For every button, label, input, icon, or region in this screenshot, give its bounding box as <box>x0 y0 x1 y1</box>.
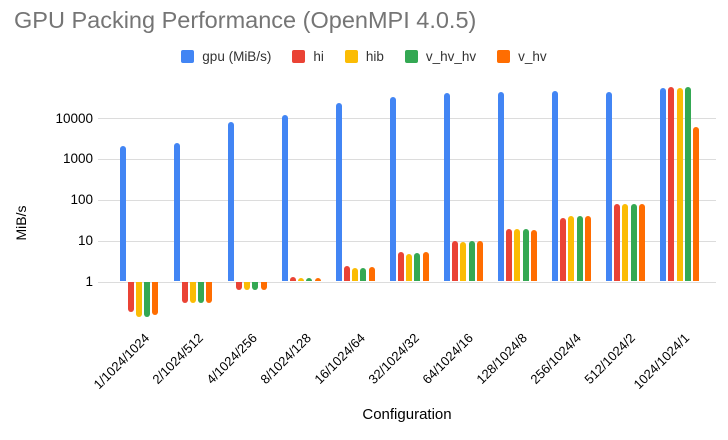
bar-v-hv-hv <box>468 240 475 282</box>
bar-v-hv-hv <box>630 204 637 282</box>
bar-hi <box>452 240 459 282</box>
y-tick-label: 10 <box>77 233 93 249</box>
bar-gpu-mib-s <box>443 93 450 282</box>
bar-hi <box>181 282 188 303</box>
legend-item: v_hv_hv <box>404 48 477 64</box>
bar-gpu-mib-s <box>389 97 396 282</box>
bar-v-hv-hv <box>414 252 421 282</box>
bar-v-hv <box>692 126 699 282</box>
legend-label: hi <box>313 48 324 64</box>
bar-hi <box>127 282 134 313</box>
bar-hi <box>668 87 675 282</box>
legend-swatch-icon <box>404 49 418 63</box>
bar-hib <box>352 267 359 282</box>
bar-v-hv <box>476 240 483 282</box>
bar-hib <box>676 87 683 282</box>
x-tick-label: 256/1024/4 <box>527 330 585 387</box>
bar-gpu-mib-s <box>227 121 234 282</box>
y-tick-label: 1000 <box>62 151 93 167</box>
x-tick-label: 8/1024/128 <box>257 330 315 387</box>
bar-hib <box>136 282 142 317</box>
bar-gpu-mib-s <box>660 87 667 282</box>
bar-hi <box>289 276 296 282</box>
bar-hi <box>614 204 621 282</box>
bar-gpu-mib-s <box>497 91 504 282</box>
x-tick-label: 4/1024/256 <box>203 330 261 387</box>
bar-v-hv <box>422 252 429 282</box>
gridline <box>98 118 716 120</box>
bar-v-hv-hv <box>360 267 367 282</box>
y-tick-label: 1 <box>85 274 93 289</box>
bar-v-hv <box>206 282 213 303</box>
gridline <box>98 240 716 242</box>
legend-item: hib <box>344 48 384 64</box>
legend-label: hib <box>365 48 384 64</box>
legend-label: gpu (MiB/s) <box>202 48 272 64</box>
bar-gpu-mib-s <box>606 92 613 282</box>
y-tick-label: 10000 <box>55 110 93 126</box>
x-tick-label: 2/1024/512 <box>149 330 206 387</box>
gridline <box>98 281 716 283</box>
bar-hib <box>460 241 467 282</box>
bar-hi <box>506 229 513 282</box>
bar-gpu-mib-s <box>119 145 126 282</box>
bar-hib <box>298 277 305 282</box>
x-axis-title: Configuration <box>362 406 452 423</box>
bar-hi <box>560 217 567 282</box>
y-tick-label: 100 <box>70 192 93 208</box>
gridline <box>98 158 716 160</box>
bar-v-hv-hv <box>198 282 205 304</box>
bar-hib <box>514 229 521 282</box>
bar-v-hv <box>368 267 375 282</box>
legend-swatch-icon <box>344 49 358 63</box>
x-tick-label: 16/1024/64 <box>311 330 369 387</box>
legend-swatch-icon <box>497 49 511 63</box>
bar-gpu-mib-s <box>281 114 288 282</box>
bar-v-hv <box>152 282 159 315</box>
legend-swatch-icon <box>292 49 306 63</box>
bar-v-hv-hv <box>144 282 151 317</box>
bar-gpu-mib-s <box>173 142 180 282</box>
bar-v-hv <box>530 229 537 282</box>
x-tick-label: 128/1024/8 <box>473 330 531 387</box>
bar-hi <box>235 282 242 290</box>
x-tick-label: 512/1024/2 <box>581 330 639 387</box>
x-tick-label: 1/1024/1024 <box>90 330 152 393</box>
bar-hi <box>398 252 405 282</box>
legend-swatch-icon <box>181 49 195 63</box>
bar-hib <box>568 215 575 282</box>
bar-hib <box>622 203 629 282</box>
bar-v-hv-hv <box>684 87 691 282</box>
legend-item: hi <box>292 49 324 64</box>
gridline <box>98 199 716 201</box>
bar-gpu-mib-s <box>552 90 558 282</box>
bar-v-hv-hv <box>306 277 313 282</box>
x-tick-label: 64/1024/16 <box>419 330 477 387</box>
bar-hib <box>190 282 197 304</box>
legend-item: v_hv <box>497 49 547 64</box>
bar-gpu-mib-s <box>335 103 342 282</box>
chart-title: GPU Packing Performance (OpenMPI 4.0.5) <box>14 7 477 33</box>
legend-label: v_hv <box>518 48 547 64</box>
bar-v-hv <box>638 203 645 282</box>
bar-v-hv-hv <box>576 215 583 282</box>
bar-v-hv-hv <box>252 282 259 291</box>
bar-v-hv <box>584 215 591 282</box>
bar-v-hv <box>260 282 267 290</box>
x-tick-label: 32/1024/32 <box>365 330 423 387</box>
bar-hib <box>244 282 251 291</box>
legend-label: v_hv_hv <box>425 48 477 64</box>
bar-hib <box>406 254 413 282</box>
bar-v-hv <box>314 277 321 282</box>
bar-hi <box>344 265 350 282</box>
x-tick-label: 1024/1024/1 <box>630 330 693 393</box>
bar-v-hv-hv <box>522 229 529 282</box>
legend-item: gpu (MiB/s) <box>181 49 271 64</box>
y-axis-title: MiB/s <box>13 205 29 241</box>
legend: gpu (MiB/s) hi hib v_hv_hv v_hv <box>0 47 728 65</box>
